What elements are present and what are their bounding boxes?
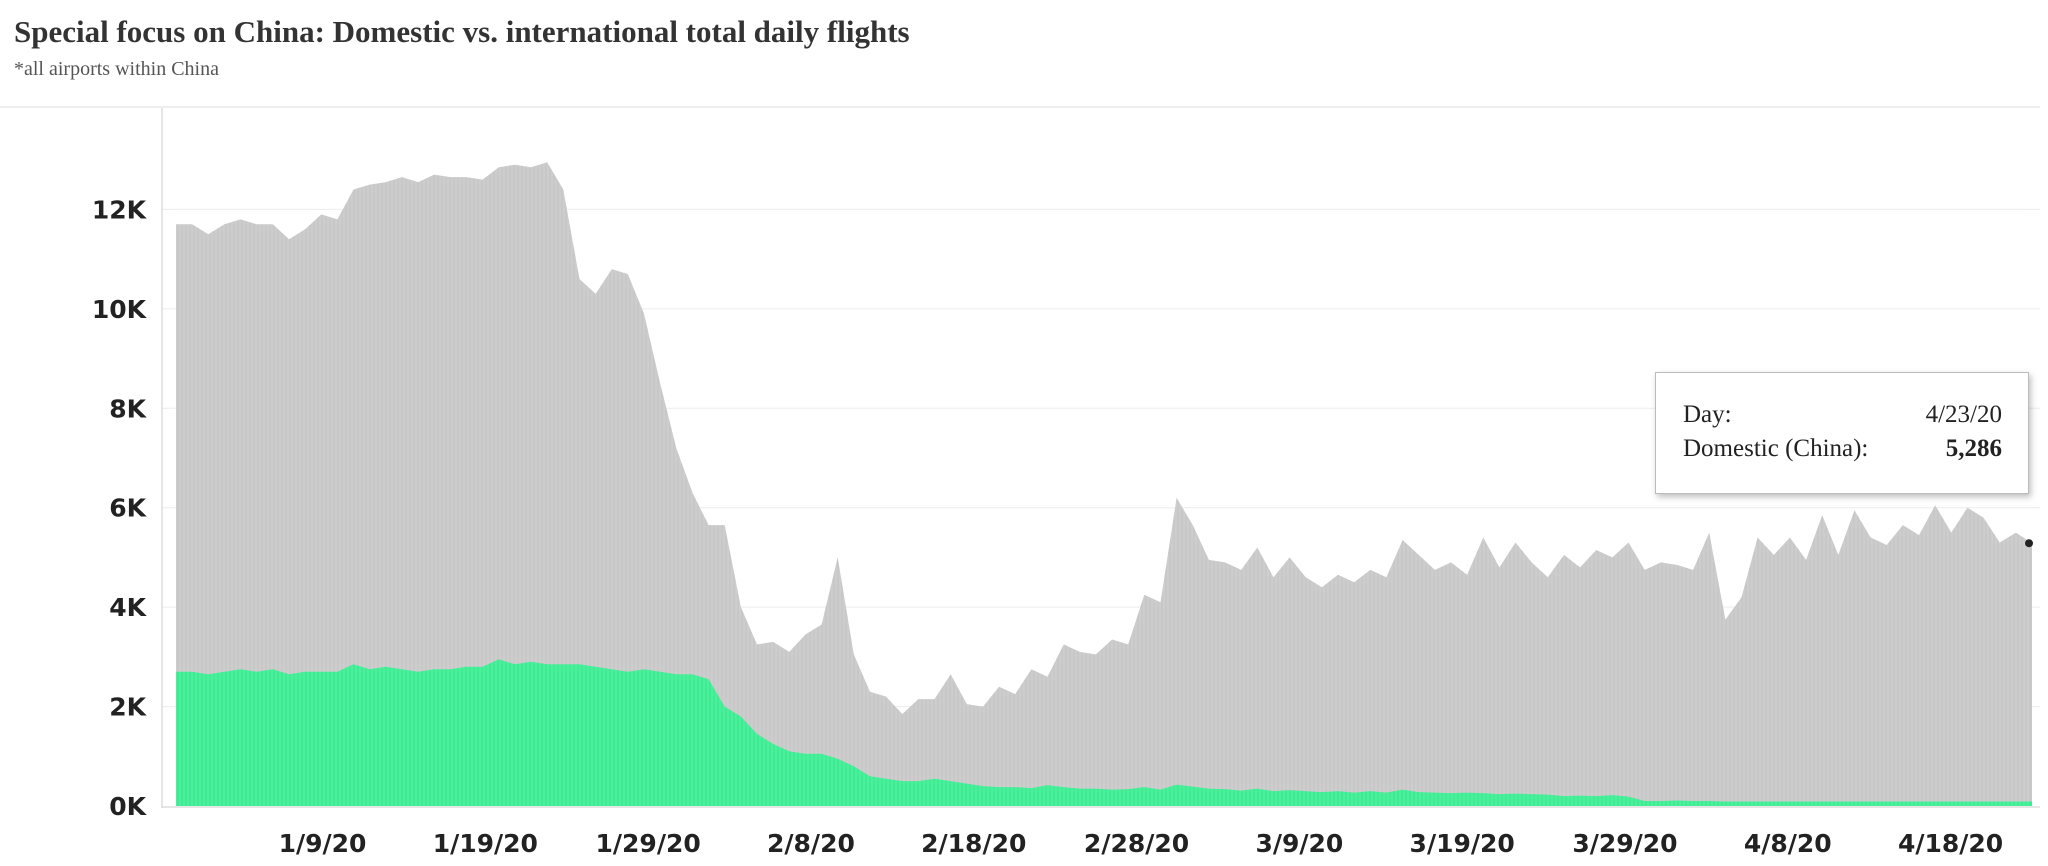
y-tick-label: 12K [92,195,148,224]
domestic-area[interactable] [176,659,2032,806]
y-tick-label: 2K [109,693,147,722]
chart-title: Special focus on China: Domestic vs. int… [14,14,910,49]
x-tick-label: 1/29/20 [596,829,701,858]
hover-marker [2025,539,2033,548]
chart-subtitle: *all airports within China [14,58,219,80]
tooltip-day-label: Day: [1683,401,1732,428]
tooltip-day-value: 4/23/20 [1925,401,2002,428]
x-axis-ticks: 1/9/20 1/19/20 1/29/20 2/8/20 2/18/20 2/28/20… [279,829,2004,858]
tooltip-day-row: Day: 4/23/20 [1683,401,2002,435]
y-tick-label: 10K [92,295,148,324]
tooltip-series-label: Domestic (China): [1683,435,1869,462]
x-tick-label: 3/19/20 [1410,829,1515,858]
x-tick-label: 2/28/20 [1084,829,1189,858]
tooltip-series-value: 5,286 [1945,435,2002,462]
axes [0,106,2040,808]
hover-tooltip: Day: 4/23/20 Domestic (China): 5,286 [1655,372,2029,494]
y-tick-label: 6K [109,494,147,523]
total-area[interactable] [176,162,2032,806]
x-tick-label: 3/29/20 [1572,829,1677,858]
x-tick-label: 3/9/20 [1255,829,1343,858]
x-tick-label: 2/18/20 [921,829,1026,858]
x-tick-label: 1/19/20 [433,829,538,858]
x-tick-label: 1/9/20 [279,829,367,858]
y-tick-label: 8K [109,394,147,423]
hover-point [2025,539,2033,548]
tooltip-series-row: Domestic (China): 5,286 [1683,435,2002,469]
y-axis-ticks: 0K 2K 4K 6K 8K 10K 12K [92,195,148,821]
x-tick-label: 4/18/20 [1898,829,2003,858]
x-tick-label: 4/8/20 [1744,829,1832,858]
y-tick-label: 0K [109,792,147,821]
y-tick-label: 4K [109,593,147,622]
x-tick-label: 2/8/20 [767,829,855,858]
